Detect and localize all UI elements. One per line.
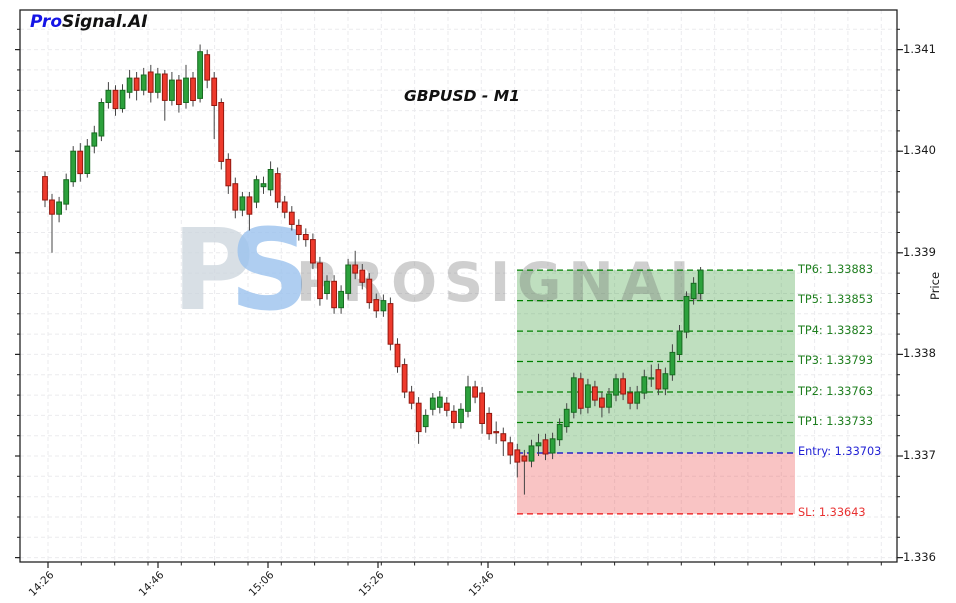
axes [15,9,903,568]
level-lines [517,269,795,515]
sl-zone [517,453,795,514]
candles [42,44,704,495]
